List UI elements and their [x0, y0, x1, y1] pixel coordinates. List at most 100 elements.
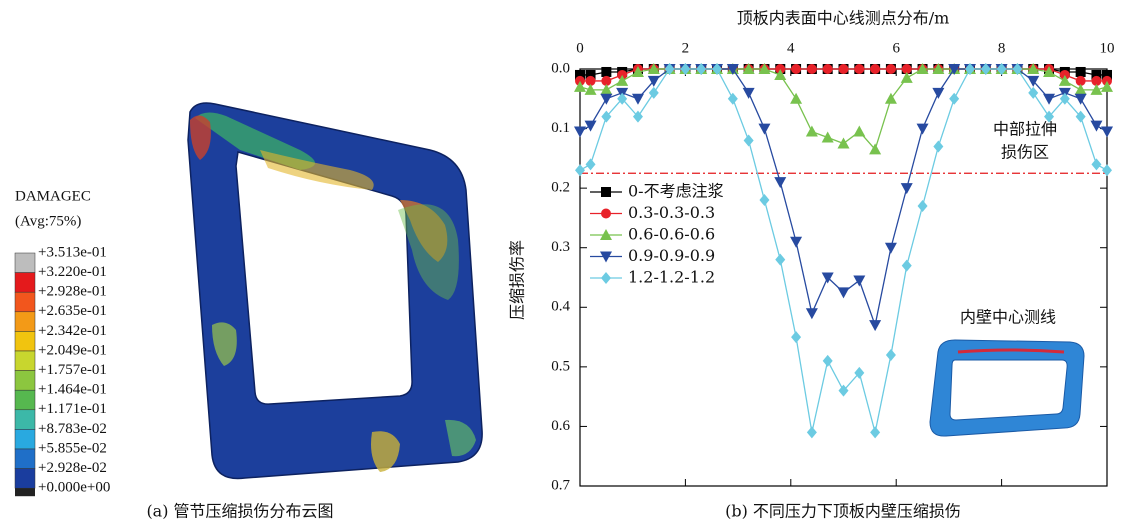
marker: [838, 137, 850, 148]
marker: [601, 209, 611, 219]
marker: [1076, 67, 1086, 77]
marker: [600, 94, 612, 105]
legend-level: +2.049e-01: [38, 342, 107, 358]
marker: [759, 194, 769, 206]
marker: [586, 158, 596, 170]
legend-title: DAMAGEC: [15, 188, 91, 204]
marker: [885, 243, 897, 254]
y-tick-label: 0.2: [551, 180, 570, 196]
legend-swatch: [15, 253, 35, 273]
caption-a: (a) 管节压缩损伤分布云图: [146, 502, 333, 521]
legend-level: +2.342e-01: [38, 323, 107, 339]
marker: [853, 275, 865, 286]
legend-swatch: [15, 449, 35, 469]
marker: [933, 140, 943, 152]
marker: [1102, 164, 1112, 176]
legend-level: +2.928e-02: [38, 460, 107, 476]
marker: [885, 93, 897, 104]
legend-label: 1.2-1.2-1.2: [628, 268, 715, 287]
marker: [575, 164, 585, 176]
marker: [632, 94, 644, 105]
x-tick-label: 8: [998, 40, 1006, 56]
marker: [838, 287, 850, 298]
marker: [823, 64, 833, 74]
marker: [775, 254, 785, 266]
marker: [1091, 158, 1101, 170]
marker: [949, 93, 959, 105]
marker: [870, 64, 880, 74]
marker: [574, 127, 586, 138]
legend-level: +1.171e-01: [38, 401, 107, 417]
legend-swatch: [15, 331, 35, 351]
marker: [853, 126, 865, 137]
marker: [791, 64, 801, 74]
legend-level: +0.000e+00: [38, 480, 110, 496]
marker: [790, 93, 802, 104]
marker: [932, 88, 944, 99]
marker: [601, 272, 611, 284]
x-tick-label: 0: [576, 40, 584, 56]
marker: [901, 183, 913, 194]
annotation: 损伤区: [1001, 143, 1049, 162]
legend-swatch: [15, 371, 35, 391]
marker: [790, 237, 802, 248]
marker: [917, 124, 929, 135]
y-tick-label: 0.6: [551, 418, 570, 434]
annotation: 中部拉伸: [993, 120, 1057, 139]
marker: [585, 121, 597, 132]
marker: [918, 200, 928, 212]
inset-label: 内壁中心测线: [960, 308, 1056, 327]
legend-level: +2.928e-01: [38, 284, 107, 300]
legend-swatch: [15, 488, 35, 496]
marker: [601, 187, 611, 197]
legend-swatch: [15, 410, 35, 430]
inset-image: [930, 340, 1084, 436]
legend-level: +3.220e-01: [38, 264, 107, 280]
marker: [791, 331, 801, 343]
contour-legend: +3.513e-01 +3.220e-01 +2.928e-01 +2.635e-01…: [15, 244, 110, 496]
legend-level: +1.757e-01: [38, 362, 107, 378]
marker: [1075, 94, 1087, 105]
marker: [744, 134, 754, 146]
legend-swatch: [15, 292, 35, 312]
marker: [807, 64, 817, 74]
legend-label: 0-不考虑注浆: [628, 182, 724, 201]
x-axis-label: 顶板内表面中心线测点分布/m: [737, 9, 950, 28]
y-tick-label: 0.4: [551, 299, 570, 315]
marker: [728, 93, 738, 105]
y-tick-label: 0.0: [551, 60, 570, 76]
legend-level: +2.635e-01: [38, 303, 107, 319]
contour-image: [188, 103, 482, 479]
figure: DAMAGEC (Avg:75%) +3.513e-01 +3.220e-01 +2…: [0, 0, 1121, 528]
marker: [869, 320, 881, 331]
x-tick-label: 10: [1100, 40, 1115, 56]
legend-swatch: [15, 312, 35, 332]
marker: [1043, 94, 1055, 105]
marker: [823, 355, 833, 367]
marker: [902, 260, 912, 272]
marker: [601, 67, 611, 77]
legend-label: 0.9-0.9-0.9: [628, 246, 715, 265]
legend-level: +3.513e-01: [38, 244, 107, 260]
marker: [807, 426, 817, 438]
marker: [774, 177, 786, 188]
marker: [854, 64, 864, 74]
legend-swatch: [15, 351, 35, 371]
marker: [758, 124, 770, 135]
marker: [806, 126, 818, 137]
x-tick-label: 4: [787, 40, 795, 56]
y-tick-label: 0.7: [551, 477, 570, 493]
legend-level: +1.464e-01: [38, 382, 107, 398]
marker: [1101, 127, 1113, 138]
legend-swatch: [15, 469, 35, 489]
legend-subtitle: (Avg:75%): [15, 213, 81, 229]
marker: [822, 132, 834, 143]
legend-label: 0.3-0.3-0.3: [628, 203, 715, 222]
marker: [886, 349, 896, 361]
y-tick-label: 0.3: [551, 239, 570, 255]
legend-swatch: [15, 390, 35, 410]
caption-b: (b) 不同压力下顶板内壁压缩损伤: [725, 502, 961, 521]
marker: [743, 88, 755, 99]
y-axis-label: 压缩损伤率: [508, 240, 527, 320]
marker: [806, 308, 818, 319]
